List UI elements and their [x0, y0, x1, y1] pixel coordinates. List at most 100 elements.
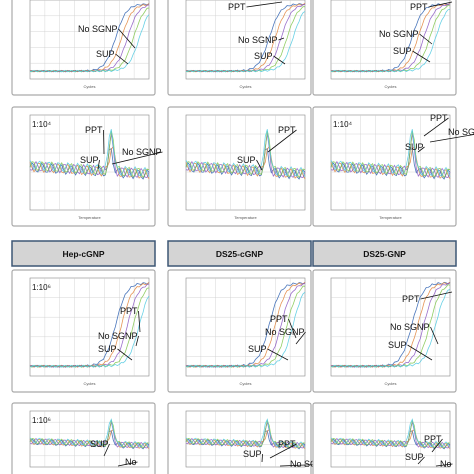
curve: [185, 421, 306, 449]
curve: [330, 418, 451, 448]
annotation-arrow: [267, 129, 297, 153]
annotation-arrow: [278, 37, 285, 41]
curve: [185, 11, 306, 73]
axis-label: Temperature: [379, 215, 402, 220]
axis-label: Cycles: [384, 381, 396, 386]
annotation: PPT: [228, 2, 246, 12]
curve: [185, 130, 306, 179]
curve: [29, 130, 150, 179]
axis-label: Temperature: [78, 215, 101, 220]
annotation-arrow: [423, 117, 449, 137]
annotation-arrow: [435, 463, 453, 467]
dilution-label: 1:10⁶: [32, 283, 51, 292]
annotation-arrow: [417, 146, 425, 153]
annotation: No SGNP: [290, 459, 330, 469]
annotation: No SGNP: [238, 35, 278, 45]
annotation: SUP: [237, 155, 256, 165]
curve: [330, 129, 451, 178]
curve: [29, 295, 150, 368]
annotation-arrow: [117, 348, 133, 361]
annotation: No SGNP: [448, 127, 474, 137]
annotation-arrow: [117, 461, 138, 467]
curve: [330, 429, 451, 449]
axis-label: Temperature: [234, 215, 257, 220]
annotation: PPT: [270, 314, 288, 324]
curve: [29, 133, 150, 179]
annotation: No SGNP: [390, 322, 430, 332]
annotation: SUP: [96, 49, 115, 59]
dilution-label: 1:10⁴: [32, 120, 52, 129]
annotation-arrow: [429, 134, 474, 143]
curve: [330, 289, 451, 368]
annotation-arrow: [288, 318, 297, 339]
annotation: SUP: [254, 51, 273, 61]
annotation-arrow: [267, 348, 289, 361]
annotation-arrow: [273, 55, 286, 65]
curve: [29, 145, 150, 180]
annotation-arrow: [261, 453, 263, 463]
annotation: No SGNP: [98, 331, 138, 341]
header-box: [167, 240, 312, 267]
annotation-arrow: [138, 310, 141, 333]
annotation: No: [125, 457, 137, 467]
header-box: [312, 240, 457, 267]
curve: [185, 283, 306, 368]
annotation-arrow: [256, 159, 263, 171]
curve: [185, 4, 306, 73]
curve: [330, 130, 451, 179]
annotation: PPT: [278, 439, 296, 449]
annotation: SUP: [388, 340, 407, 350]
annotation: SUP: [243, 449, 262, 459]
curve: [29, 4, 150, 73]
curve: [330, 145, 451, 180]
annotation: SUP: [248, 344, 267, 354]
annotation-arrow: [420, 291, 453, 300]
annotation-arrow: [407, 344, 433, 361]
curve: [29, 429, 150, 449]
curve: [29, 283, 150, 368]
curve: [29, 418, 150, 448]
curve: [330, 3, 451, 73]
curve: [330, 133, 451, 179]
annotation-arrow: [295, 331, 306, 345]
annotation: PPT: [120, 306, 138, 316]
annotation-arrow: [419, 33, 433, 45]
curve: [185, 418, 306, 449]
annotation-arrow: [246, 1, 283, 8]
annotation-arrow: [431, 438, 443, 453]
curve: [29, 421, 150, 449]
axis-label: Cycles: [83, 84, 95, 89]
curve: [185, 129, 306, 178]
annotation: No SGNP: [122, 147, 162, 157]
annotation: PPT: [85, 125, 103, 135]
annotation: PPT: [278, 125, 296, 135]
axis-label: Cycles: [239, 381, 251, 386]
annotation-arrow: [417, 456, 425, 465]
annotation-arrow: [97, 159, 100, 170]
curve: [330, 282, 451, 368]
axis-label: Cycles: [384, 84, 396, 89]
axis-label: Cycles: [239, 84, 251, 89]
annotation: No: [440, 459, 452, 469]
annotation-arrow: [412, 50, 431, 63]
annotation-arrow: [118, 28, 136, 49]
annotation: SUP: [405, 452, 424, 462]
header-label: DS25-cGNP: [216, 249, 264, 259]
annotation-arrow: [115, 53, 129, 65]
annotation-arrow: [430, 326, 439, 345]
header-label: Hep-cGNP: [62, 249, 104, 259]
curve: [185, 418, 306, 448]
curve: [330, 418, 451, 449]
annotation-arrow: [269, 443, 297, 459]
curve: [330, 8, 451, 73]
annotation: No SGNP: [265, 327, 305, 337]
annotation: PPT: [402, 294, 420, 304]
curve: [330, 421, 451, 449]
annotation: No SGNP: [78, 24, 118, 34]
curve: [185, 291, 306, 368]
annotation: PPT: [430, 113, 448, 123]
annotation-arrow: [103, 443, 110, 457]
axis-label: Cycles: [83, 381, 95, 386]
annotation-arrow: [135, 335, 139, 347]
